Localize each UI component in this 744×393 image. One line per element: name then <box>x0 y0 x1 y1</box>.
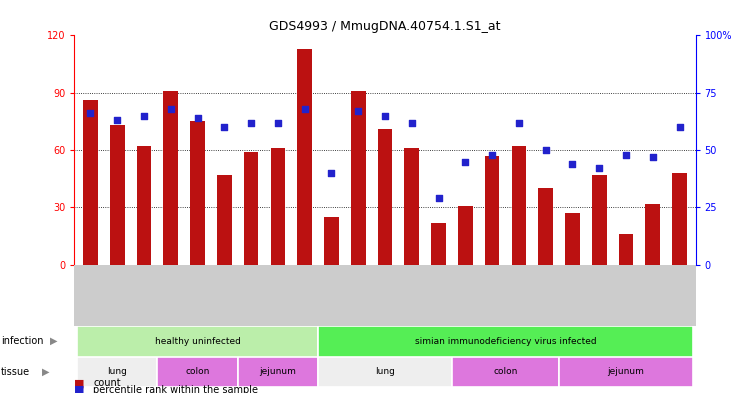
Bar <box>238 356 318 387</box>
Text: healthy uninfected: healthy uninfected <box>155 337 240 346</box>
Point <box>112 117 124 123</box>
Bar <box>559 356 693 387</box>
Text: simian immunodeficiency virus infected: simian immunodeficiency virus infected <box>414 337 597 346</box>
Bar <box>110 125 124 265</box>
Bar <box>351 91 365 265</box>
Point <box>593 165 605 172</box>
Bar <box>158 356 238 387</box>
Bar <box>83 100 97 265</box>
Point <box>513 119 525 126</box>
Bar <box>217 175 231 265</box>
Point <box>566 161 578 167</box>
Point <box>647 154 658 160</box>
Point <box>138 112 150 119</box>
Bar <box>137 146 151 265</box>
Point <box>620 152 632 158</box>
Bar <box>164 91 178 265</box>
Point <box>219 124 231 130</box>
Point <box>353 108 365 114</box>
Text: ▶: ▶ <box>42 367 49 377</box>
Bar <box>378 129 392 265</box>
Text: colon: colon <box>493 367 518 376</box>
Bar <box>512 146 526 265</box>
Point <box>299 106 311 112</box>
Text: tissue: tissue <box>1 367 30 377</box>
Title: GDS4993 / MmugDNA.40754.1.S1_at: GDS4993 / MmugDNA.40754.1.S1_at <box>269 20 501 33</box>
Bar <box>77 356 158 387</box>
Bar <box>458 206 472 265</box>
Bar <box>405 148 419 265</box>
Text: jejunum: jejunum <box>260 367 296 376</box>
Point <box>459 158 471 165</box>
Text: jejunum: jejunum <box>608 367 644 376</box>
Text: percentile rank within the sample: percentile rank within the sample <box>93 385 258 393</box>
Bar <box>318 326 693 356</box>
Point <box>326 170 338 176</box>
Point <box>192 115 204 121</box>
Point <box>539 147 551 153</box>
Bar <box>592 175 606 265</box>
Point <box>379 112 391 119</box>
Point <box>246 119 257 126</box>
Point <box>432 195 444 201</box>
Point <box>85 110 97 116</box>
Bar <box>673 173 687 265</box>
Text: ▶: ▶ <box>50 336 57 346</box>
Bar <box>190 121 205 265</box>
Text: infection: infection <box>1 336 43 346</box>
Point <box>486 152 498 158</box>
Bar <box>324 217 339 265</box>
Point <box>165 106 177 112</box>
Bar <box>271 148 285 265</box>
Point <box>272 119 284 126</box>
Text: lung: lung <box>107 367 127 376</box>
Bar <box>432 223 446 265</box>
Bar <box>318 356 452 387</box>
Bar <box>298 49 312 265</box>
Text: lung: lung <box>375 367 395 376</box>
Text: ■: ■ <box>74 385 85 393</box>
Text: colon: colon <box>185 367 210 376</box>
Bar <box>565 213 580 265</box>
Text: count: count <box>93 378 121 388</box>
Text: ■: ■ <box>74 378 85 388</box>
Bar <box>646 204 660 265</box>
Bar <box>244 152 258 265</box>
Point <box>405 119 417 126</box>
Bar <box>619 234 633 265</box>
Bar <box>485 156 499 265</box>
Bar <box>77 326 318 356</box>
Bar <box>452 356 559 387</box>
Bar <box>539 188 553 265</box>
Point <box>673 124 685 130</box>
